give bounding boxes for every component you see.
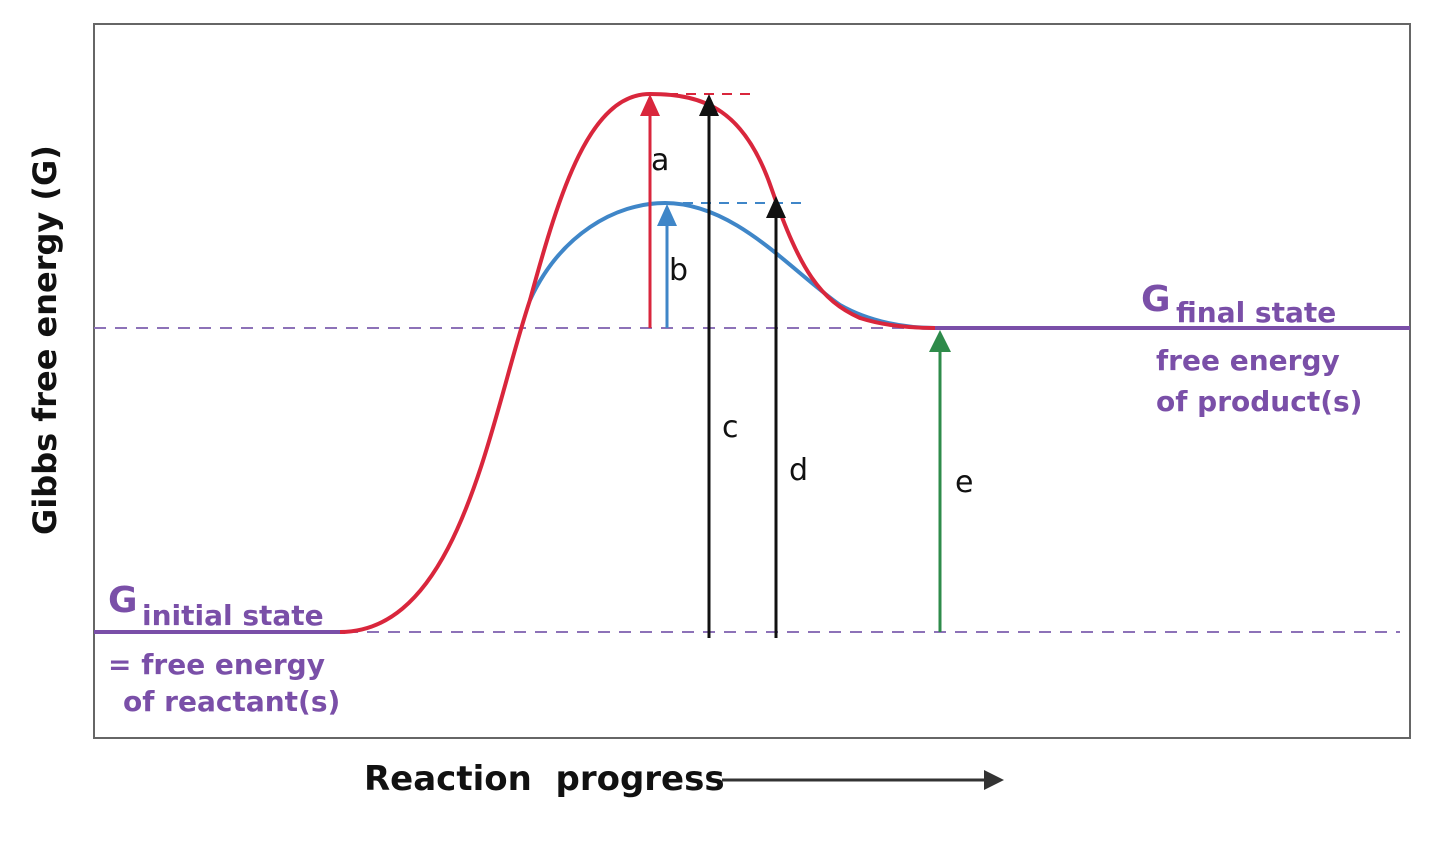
final-state-symbol: G	[1141, 279, 1171, 320]
arrow-d-head	[766, 196, 786, 218]
plot-frame	[93, 23, 1411, 739]
final-state-desc-1: free energy	[1156, 344, 1340, 377]
uncatalyzed-curve	[339, 91, 936, 634]
final-state-desc-2: of product(s)	[1156, 385, 1362, 418]
arrow-a-label: a	[651, 143, 669, 178]
initial-state-desc-2: of reactant(s)	[123, 685, 340, 718]
arrow-b-head	[657, 204, 677, 226]
y-axis-label: Gibbs free energy (G)	[26, 145, 64, 535]
initial-state-subscript: initial state	[142, 599, 324, 632]
arrow-c-head	[699, 94, 719, 116]
arrow-a-head	[640, 94, 660, 116]
final-state-subscript: final state	[1176, 296, 1336, 329]
initial-state-desc-1: = free energy	[108, 648, 325, 681]
initial-state-symbol: G	[108, 580, 138, 621]
x-axis-arrow-head	[984, 770, 1004, 790]
arrow-e-head	[929, 330, 951, 352]
catalyzed-curve	[528, 200, 936, 330]
arrow-c-label: c	[722, 410, 739, 445]
x-axis-label: Reaction progress	[364, 759, 725, 799]
arrow-d-label: d	[789, 453, 808, 488]
arrow-e-label: e	[955, 465, 973, 500]
arrow-b-label: b	[669, 253, 688, 288]
